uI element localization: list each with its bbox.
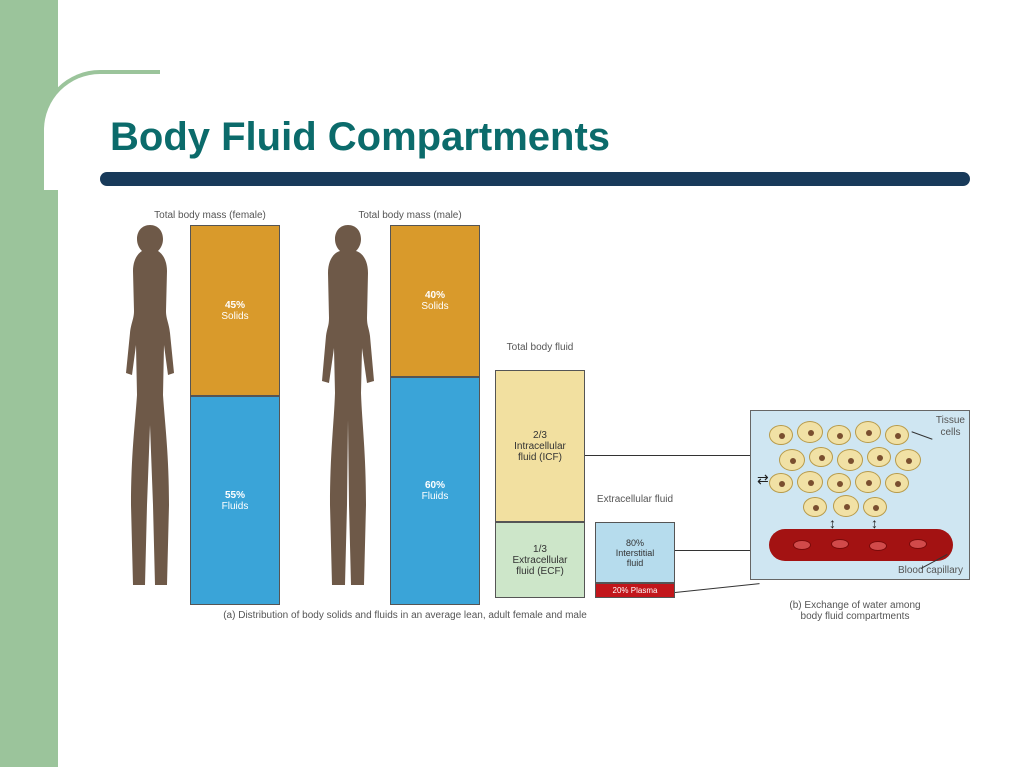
lead-line-plasma (675, 583, 760, 593)
red-blood-cell (831, 539, 849, 549)
tissue-cell (797, 421, 823, 443)
female-solids-segment: 45% Solids (190, 225, 280, 396)
female-solids-label: Solids (221, 311, 248, 322)
lead-line-interstitial (675, 550, 760, 551)
male-solids-pct: 40% (425, 290, 445, 301)
title-underline-bar (100, 172, 970, 186)
panel-b: ⇄ ↕ ↕ Tissue cells Blood capillary (750, 410, 970, 580)
female-silhouette-icon (120, 225, 180, 605)
interstitial-segment: 80% Interstitial fluid (595, 522, 675, 583)
tbf-stack: 2/3 Intracellular fluid (ICF) 1/3 Extrac… (495, 370, 585, 598)
tissue-label-leader (911, 431, 932, 439)
tissue-cell (855, 471, 881, 493)
ecf-split-header: Extracellular fluid (595, 494, 675, 522)
capillary-label: Blood capillary (898, 565, 963, 577)
male-fluids-segment: 60% Fluids (390, 377, 480, 605)
male-header: Total body mass (male) (330, 210, 490, 221)
ecf-segment: 1/3 Extracellular fluid (ECF) (495, 522, 585, 598)
icf-label: 2/3 Intracellular fluid (ICF) (514, 430, 566, 463)
tissue-cell (769, 473, 793, 493)
tissue-cell (863, 497, 887, 517)
figure-area: Total body mass (female) 45% Solids 55% … (100, 200, 980, 670)
male-column: Total body mass (male) 40% Solids 60% Fl… (330, 210, 490, 605)
tissue-cell (867, 447, 891, 467)
tissue-cell (797, 471, 823, 493)
tissue-cell (769, 425, 793, 445)
icf-segment: 2/3 Intracellular fluid (ICF) (495, 370, 585, 522)
tissue-cell (855, 421, 881, 443)
caption-b: (b) Exchange of water among body fluid c… (740, 600, 970, 622)
female-fluids-segment: 55% Fluids (190, 396, 280, 605)
female-fluids-pct: 55% (225, 490, 245, 501)
interstitial-label: 80% Interstitial fluid (616, 538, 655, 568)
tissue-cell (779, 449, 805, 471)
female-column: Total body mass (female) 45% Solids 55% … (130, 210, 290, 605)
tissue-cell (885, 473, 909, 493)
male-fluids-label: Fluids (422, 491, 449, 502)
tissue-cell (827, 425, 851, 445)
female-fluids-label: Fluids (222, 501, 249, 512)
lead-line-icf (585, 455, 760, 456)
plasma-segment: 20% Plasma (595, 583, 675, 598)
tbf-column: Total body fluid 2/3 Intracellular fluid… (495, 342, 585, 598)
male-solids-segment: 40% Solids (390, 225, 480, 377)
tissue-cell (837, 449, 863, 471)
tissue-cell (833, 495, 859, 517)
female-header: Total body mass (female) (130, 210, 290, 221)
slide-title: Body Fluid Compartments (110, 115, 610, 160)
tissue-cell (827, 473, 851, 493)
tissue-cell (803, 497, 827, 517)
male-solids-label: Solids (421, 301, 448, 312)
ecf-label: 1/3 Extracellular fluid (ECF) (512, 544, 567, 577)
red-blood-cell (909, 539, 927, 549)
ecf-split-stack: 80% Interstitial fluid 20% Plasma (595, 522, 675, 598)
female-solids-pct: 45% (225, 300, 245, 311)
tbf-header: Total body fluid (495, 342, 585, 370)
caption-a: (a) Distribution of body solids and flui… (130, 610, 680, 621)
plasma-label: 20% Plasma (613, 586, 658, 595)
tissue-cell (809, 447, 833, 467)
tissue-cells-label: Tissue cells (936, 415, 965, 439)
blood-capillary (769, 529, 953, 561)
male-fluids-pct: 60% (425, 480, 445, 491)
red-blood-cell (793, 540, 811, 550)
tissue-cell (895, 449, 921, 471)
exchange-arrow-icon: ⇄ (757, 471, 769, 488)
ecf-split-column: Extracellular fluid 80% Interstitial flu… (595, 494, 675, 598)
male-stack: 40% Solids 60% Fluids (390, 225, 480, 605)
female-stack: 45% Solids 55% Fluids (190, 225, 280, 605)
tissue-cell (885, 425, 909, 445)
red-blood-cell (869, 541, 887, 551)
male-silhouette-icon (318, 225, 378, 605)
